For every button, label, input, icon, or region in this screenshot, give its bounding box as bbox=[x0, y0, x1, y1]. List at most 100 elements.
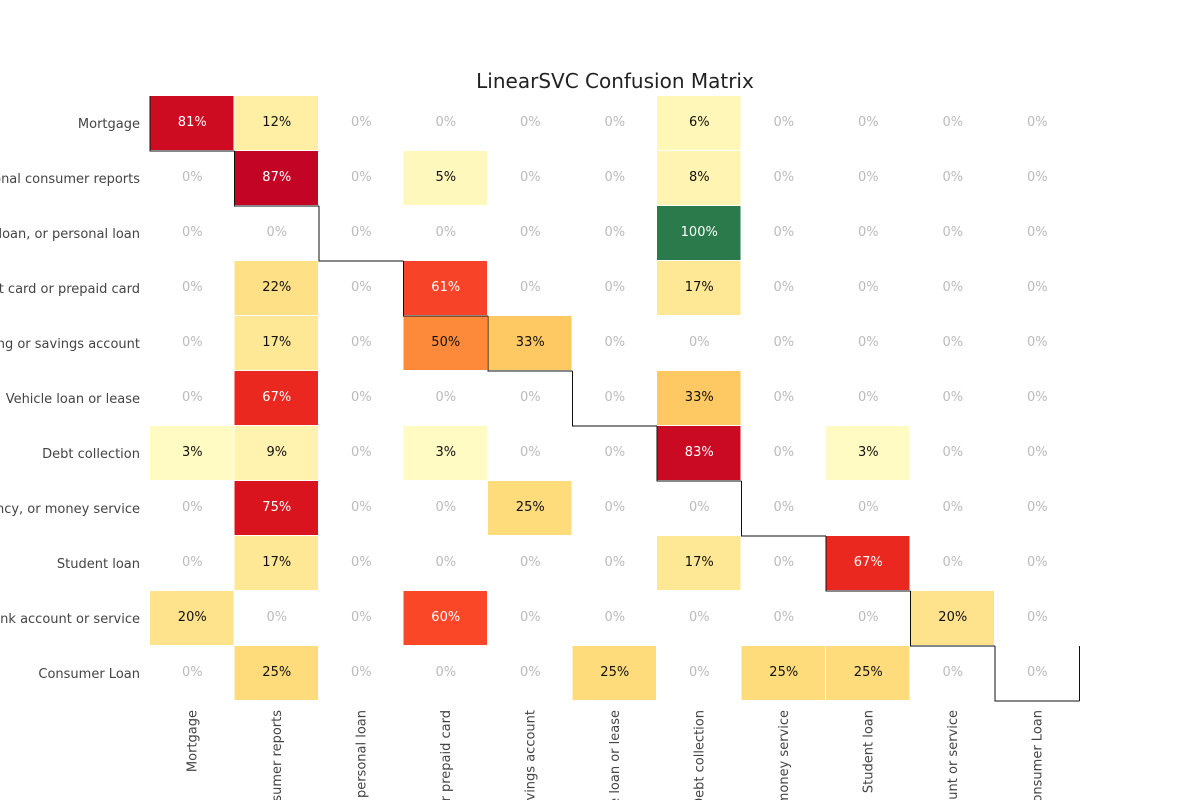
cell-value-label: 22% bbox=[262, 280, 291, 295]
cell-value-label: 0% bbox=[520, 225, 541, 240]
y-axis-tick-labels: Mortgage sonal consumer reports e loan, or… bbox=[0, 117, 140, 682]
cell-value-label: 12% bbox=[262, 115, 291, 130]
chart-title: LinearSVC Confusion Matrix bbox=[476, 69, 754, 93]
cell-value-label: 25% bbox=[262, 665, 291, 680]
cell-value-label: 0% bbox=[435, 115, 456, 130]
cell-value-label: 0% bbox=[604, 555, 625, 570]
cell-value-label: 20% bbox=[938, 610, 967, 625]
cell-value-label: 0% bbox=[942, 390, 963, 405]
cell-value-label: 0% bbox=[435, 390, 456, 405]
cell-value-label: 0% bbox=[520, 665, 541, 680]
y-tick-label: sonal consumer reports bbox=[0, 172, 140, 187]
cell-value-label: 0% bbox=[773, 170, 794, 185]
cell-value-label: 0% bbox=[1027, 665, 1048, 680]
heatmap-cell bbox=[234, 426, 318, 480]
cell-value-label: 0% bbox=[942, 335, 963, 350]
cell-value-label: 25% bbox=[854, 665, 883, 680]
x-tick-label: r personal loan bbox=[354, 710, 369, 800]
y-tick-label: king or savings account bbox=[0, 337, 140, 352]
cell-value-label: 0% bbox=[1027, 555, 1048, 570]
cell-value-label: 67% bbox=[262, 390, 291, 405]
cell-value-label: 0% bbox=[351, 280, 372, 295]
cell-value-label: 0% bbox=[182, 335, 203, 350]
heatmap-cell bbox=[403, 151, 487, 205]
x-tick-label: onsumer Loan bbox=[1030, 710, 1045, 800]
cell-value-label: 0% bbox=[689, 335, 710, 350]
cell-value-label: 8% bbox=[689, 170, 710, 185]
cell-value-label: 0% bbox=[858, 225, 879, 240]
cell-value-label: 0% bbox=[858, 335, 879, 350]
heatmap-cell bbox=[657, 96, 741, 150]
heatmap-cell bbox=[234, 371, 318, 425]
heatmap-cell bbox=[910, 591, 994, 645]
cell-value-label: 0% bbox=[351, 115, 372, 130]
cell-value-label: 25% bbox=[769, 665, 798, 680]
cell-value-label: 0% bbox=[773, 610, 794, 625]
cell-value-label: 0% bbox=[773, 390, 794, 405]
cell-value-label: 0% bbox=[182, 225, 203, 240]
x-tick-label: Student loan bbox=[861, 710, 876, 793]
cell-value-label: 6% bbox=[689, 115, 710, 130]
cell-value-label: 20% bbox=[178, 610, 207, 625]
cell-value-labels: 81% 12% 0% 0% 0% 0% 6% 0% 0% 0% 0% 0% 87% 0% 5% 0% 0% 8% 0… bbox=[178, 115, 1048, 680]
cell-value-label: 0% bbox=[604, 445, 625, 460]
cell-value-label: 0% bbox=[1027, 115, 1048, 130]
heatmap-cell bbox=[741, 646, 825, 700]
cell-value-label: 87% bbox=[262, 170, 291, 185]
cell-value-label: 17% bbox=[685, 555, 714, 570]
cell-value-label: 0% bbox=[520, 555, 541, 570]
cell-value-label: 0% bbox=[520, 280, 541, 295]
cell-value-label: 0% bbox=[435, 225, 456, 240]
cell-value-label: 0% bbox=[351, 555, 372, 570]
x-axis-tick-labels: Mortgage nsumer reports r personal loan or … bbox=[185, 710, 1045, 800]
heatmap-cell bbox=[234, 481, 318, 535]
cell-value-label: 0% bbox=[351, 335, 372, 350]
heatmap-cell bbox=[488, 316, 572, 370]
cell-value-label: 0% bbox=[1027, 390, 1048, 405]
cell-value-label: 0% bbox=[942, 500, 963, 515]
heatmap-cell bbox=[234, 151, 318, 205]
heatmap-cell bbox=[150, 96, 234, 150]
cell-value-label: 0% bbox=[942, 280, 963, 295]
cell-value-label: 0% bbox=[435, 665, 456, 680]
diagonal-outline bbox=[149, 96, 1080, 702]
cell-value-label: 0% bbox=[773, 225, 794, 240]
cell-value-label: 33% bbox=[516, 335, 545, 350]
cell-value-label: 0% bbox=[773, 115, 794, 130]
cell-value-label: 0% bbox=[266, 225, 287, 240]
cell-value-label: 0% bbox=[182, 170, 203, 185]
heatmap-cell bbox=[657, 151, 741, 205]
cell-value-label: 0% bbox=[689, 610, 710, 625]
cell-value-label: 17% bbox=[685, 280, 714, 295]
heatmap-cell bbox=[403, 426, 487, 480]
heatmap-cell bbox=[234, 316, 318, 370]
heatmap-cell bbox=[657, 261, 741, 315]
heatmap-cell bbox=[403, 261, 487, 315]
cell-value-label: 0% bbox=[351, 665, 372, 680]
diagonal-outline-path bbox=[149, 96, 1080, 702]
cell-value-label: 0% bbox=[182, 500, 203, 515]
cell-value-label: 60% bbox=[431, 610, 460, 625]
cell-value-label: 0% bbox=[773, 500, 794, 515]
cell-value-label: 9% bbox=[266, 445, 287, 460]
cell-value-label: 0% bbox=[520, 390, 541, 405]
cell-value-label: 0% bbox=[604, 335, 625, 350]
cell-value-label: 0% bbox=[858, 115, 879, 130]
cell-value-label: 0% bbox=[773, 555, 794, 570]
cell-value-label: 3% bbox=[182, 445, 203, 460]
cell-value-label: 0% bbox=[773, 445, 794, 460]
cell-value-label: 0% bbox=[520, 445, 541, 460]
cell-value-label: 0% bbox=[689, 500, 710, 515]
cell-value-label: 0% bbox=[942, 225, 963, 240]
cell-value-label: 0% bbox=[773, 335, 794, 350]
cell-value-label: 83% bbox=[685, 445, 714, 460]
y-tick-label: ank account or service bbox=[0, 612, 140, 627]
cell-value-label: 0% bbox=[1027, 335, 1048, 350]
cell-value-label: 0% bbox=[435, 500, 456, 515]
cell-value-label: 0% bbox=[1027, 225, 1048, 240]
cell-value-label: 0% bbox=[182, 665, 203, 680]
cell-value-label: 3% bbox=[858, 445, 879, 460]
cell-value-label: 0% bbox=[520, 115, 541, 130]
x-tick-label: e loan or lease bbox=[608, 710, 623, 800]
cell-value-label: 0% bbox=[604, 280, 625, 295]
